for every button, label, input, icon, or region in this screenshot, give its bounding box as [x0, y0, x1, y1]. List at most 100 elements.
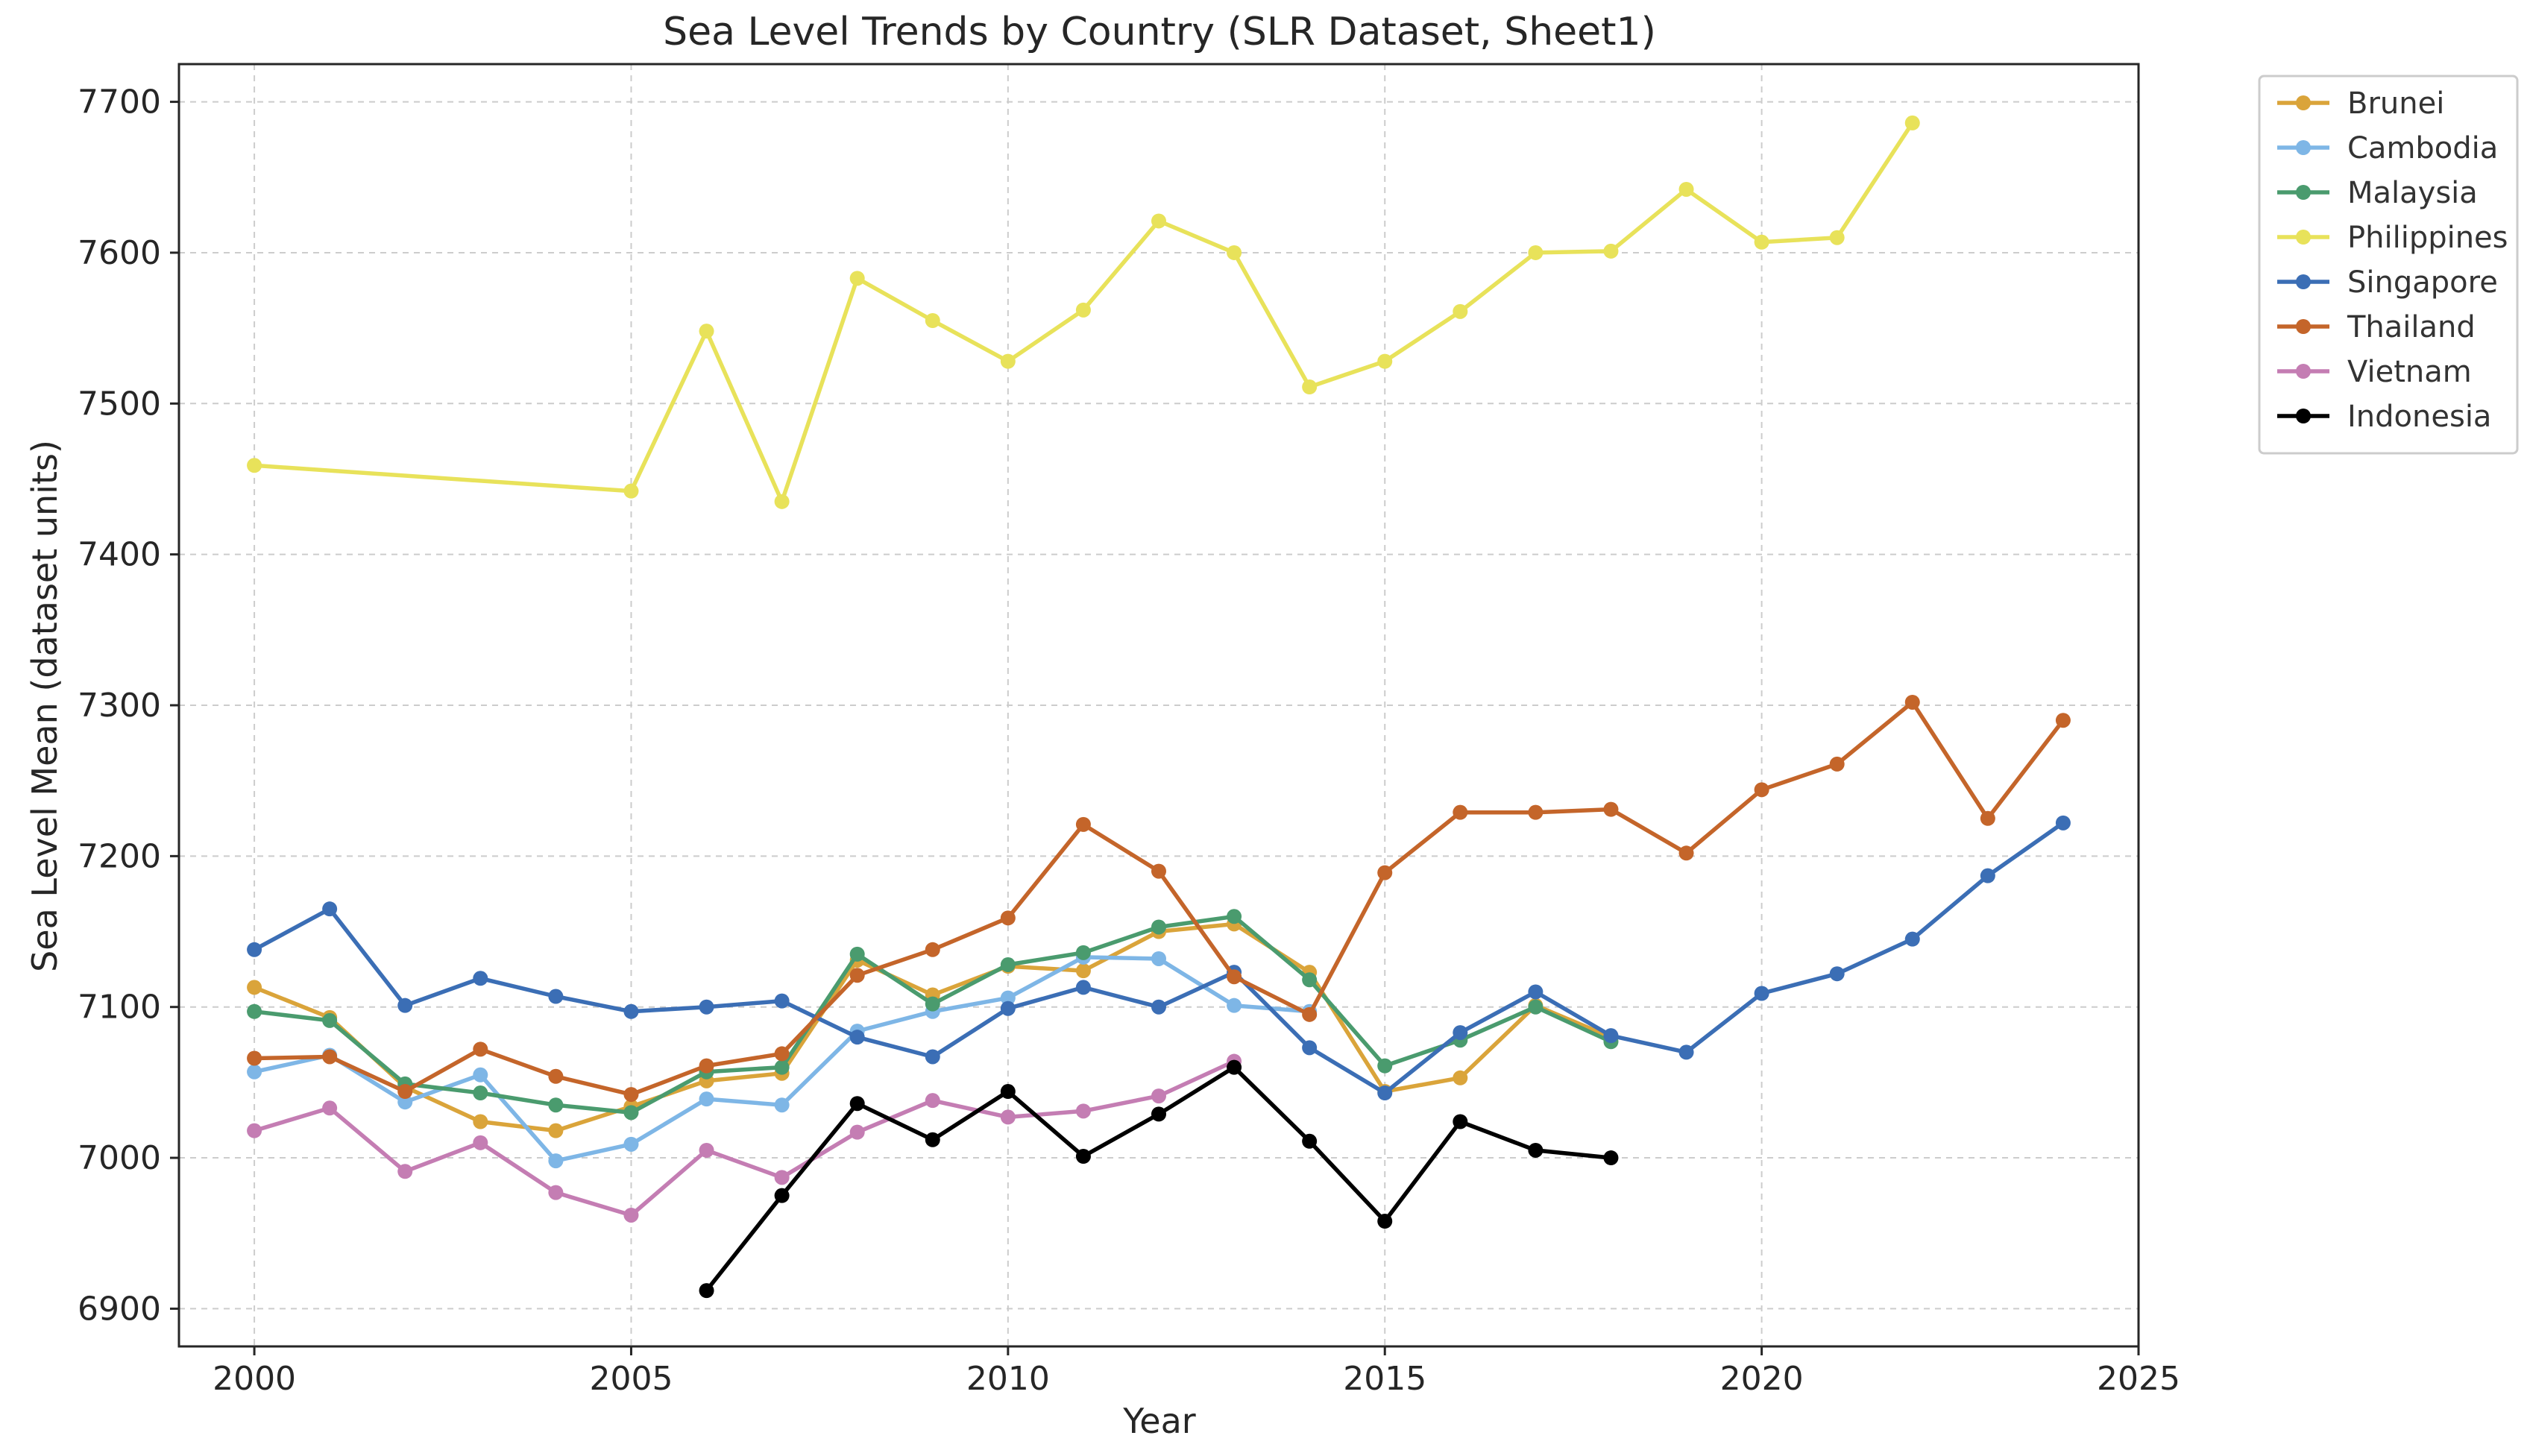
data-point-thailand [473, 1041, 488, 1057]
data-point-indonesia [1528, 1142, 1544, 1158]
data-point-singapore [1075, 980, 1091, 995]
data-point-vietnam [1151, 1088, 1166, 1104]
data-point-philippines [1754, 234, 1769, 250]
data-point-singapore [774, 993, 790, 1009]
legend-item-thailand: Thailand [2277, 310, 2476, 344]
data-point-vietnam [925, 1093, 940, 1109]
data-point-singapore [247, 942, 262, 957]
y-tick-label: 7200 [78, 837, 161, 875]
data-point-malaysia [322, 1012, 338, 1028]
data-point-brunei [1075, 963, 1091, 979]
series-thailand [247, 694, 2071, 1103]
y-tick-label: 7500 [78, 385, 161, 423]
x-axis-label: Year [1122, 1401, 1195, 1441]
data-point-cambodia [774, 1097, 790, 1113]
data-point-malaysia [925, 996, 940, 1012]
legend-label: Brunei [2347, 86, 2444, 121]
y-tick-label: 6900 [78, 1290, 161, 1328]
y-tick-label: 7000 [78, 1139, 161, 1177]
y-tick-label: 7400 [78, 536, 161, 574]
data-point-thailand [1829, 756, 1845, 772]
data-point-cambodia [699, 1091, 714, 1107]
data-point-thailand [1904, 694, 1920, 710]
data-point-thailand [774, 1046, 790, 1062]
data-point-malaysia [247, 1003, 262, 1019]
data-point-philippines [623, 483, 639, 499]
data-point-philippines [1075, 302, 1091, 318]
data-point-singapore [1528, 984, 1544, 1000]
data-point-indonesia [849, 1096, 865, 1112]
data-point-malaysia [548, 1097, 564, 1113]
data-point-philippines [1829, 230, 1845, 245]
data-point-singapore [1754, 986, 1769, 1001]
data-point-singapore [1829, 966, 1845, 982]
data-point-indonesia [699, 1283, 714, 1299]
data-point-malaysia [1075, 945, 1091, 960]
data-point-indonesia [1302, 1133, 1318, 1149]
data-point-singapore [1453, 1025, 1468, 1041]
legend-label: Singapore [2347, 265, 2498, 300]
data-point-thailand [1528, 804, 1544, 820]
data-point-vietnam [623, 1207, 639, 1223]
data-point-singapore [548, 989, 564, 1004]
y-tick-label: 7300 [78, 687, 161, 725]
data-point-malaysia [1151, 919, 1166, 935]
data-point-singapore [1678, 1044, 1694, 1060]
data-point-indonesia [1000, 1084, 1016, 1100]
data-point-cambodia [397, 1094, 413, 1110]
data-point-singapore [397, 998, 413, 1013]
data-point-thailand [2055, 713, 2071, 728]
data-point-malaysia [1227, 909, 1242, 924]
data-point-vietnam [849, 1124, 865, 1140]
x-tick-label: 2020 [1720, 1360, 1804, 1398]
x-tick-label: 2005 [589, 1360, 673, 1398]
legend-label: Malaysia [2347, 176, 2478, 210]
chart-title: Sea Level Trends by Country (SLR Dataset… [663, 10, 1656, 54]
data-point-philippines [1603, 243, 1619, 259]
data-point-vietnam [774, 1170, 790, 1185]
data-point-singapore [1377, 1085, 1393, 1101]
data-point-singapore [1302, 1040, 1318, 1056]
data-point-indonesia [1151, 1106, 1166, 1122]
data-point-thailand [397, 1084, 413, 1100]
legend-swatch-marker [2296, 319, 2311, 334]
data-point-malaysia [849, 946, 865, 962]
data-point-singapore [322, 901, 338, 917]
legend-item-vietnam: Vietnam [2277, 355, 2472, 389]
data-point-thailand [322, 1049, 338, 1065]
data-point-thailand [247, 1050, 262, 1066]
data-point-philippines [774, 494, 790, 509]
y-tick-label: 7100 [78, 989, 161, 1027]
data-point-philippines [1904, 115, 1920, 130]
legend-label: Cambodia [2347, 131, 2498, 166]
legend: Brunei Cambodia Malaysia Philippines Singapo… [2258, 75, 2519, 455]
data-point-vietnam [699, 1142, 714, 1158]
data-point-singapore [2055, 815, 2071, 831]
data-point-indonesia [1075, 1149, 1091, 1165]
data-point-thailand [1453, 804, 1468, 820]
data-point-cambodia [473, 1067, 488, 1082]
data-point-malaysia [473, 1085, 488, 1101]
legend-label: Indonesia [2347, 400, 2491, 434]
data-point-thailand [1302, 1006, 1318, 1022]
legend-swatch-marker [2296, 364, 2311, 379]
data-point-philippines [1302, 379, 1318, 395]
y-tick-label: 7700 [78, 83, 161, 122]
data-point-singapore [1904, 931, 1920, 947]
data-point-malaysia [623, 1105, 639, 1121]
data-point-thailand [1754, 782, 1769, 798]
data-point-singapore [623, 1003, 639, 1019]
legend-swatch-marker [2296, 230, 2311, 245]
data-point-brunei [548, 1123, 564, 1138]
data-point-malaysia [1528, 999, 1544, 1015]
series-line-vietnam [252, 1059, 1236, 1217]
data-point-thailand [1678, 845, 1694, 861]
data-point-malaysia [774, 1059, 790, 1075]
data-point-indonesia [1603, 1150, 1619, 1166]
data-point-philippines [1453, 303, 1468, 319]
data-point-singapore [1603, 1028, 1619, 1044]
legend-label: Thailand [2347, 310, 2476, 344]
series-layer [247, 115, 2071, 1299]
legend-frame [2258, 75, 2519, 455]
